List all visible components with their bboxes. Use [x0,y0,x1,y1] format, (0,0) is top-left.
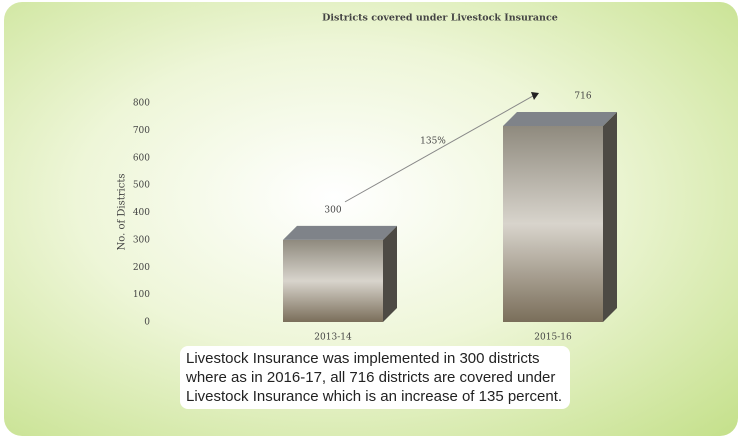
bar [283,239,383,322]
bar-top [283,225,397,240]
y-tick-label: 600 [133,153,150,163]
bar-side [603,111,617,323]
bar-top [503,111,617,126]
y-tick-label: 300 [133,235,150,245]
data-label: 300 [324,205,341,215]
caption: Livestock Insurance was implemented in 3… [180,346,570,409]
y-tick-label: 800 [133,99,150,109]
y-tick-label: 100 [133,290,150,300]
bar [503,125,603,323]
chart-title: Districts covered under Livestock Insura… [322,13,558,24]
growth-arrow [344,95,534,203]
y-tick-label: 400 [133,208,150,218]
bar-side [383,225,397,322]
data-label: 716 [574,91,591,101]
y-tick-label: 700 [133,126,150,136]
y-tick-label: 0 [144,318,150,328]
y-tick-label: 500 [133,181,150,191]
annotation: 135% [420,136,446,146]
x-tick-label: 2013-14 [314,333,352,343]
x-tick-label: 2015-16 [534,333,572,343]
arrow-head [531,91,539,100]
y-axis-label: No. of Districts [117,174,128,251]
y-tick-label: 200 [133,263,150,273]
